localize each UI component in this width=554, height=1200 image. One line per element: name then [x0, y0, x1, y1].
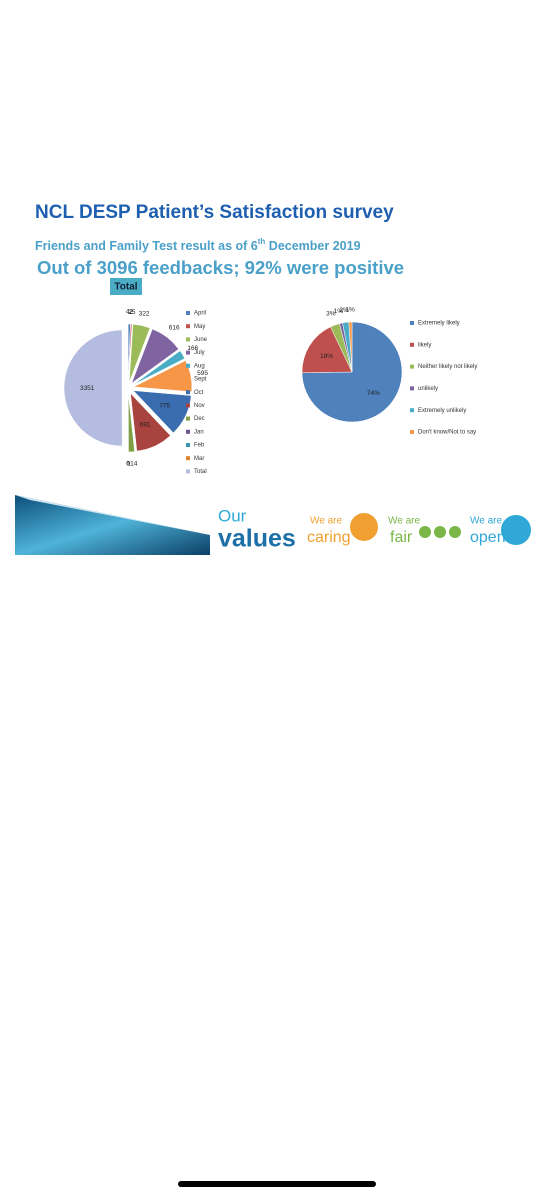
legend-label: Sept	[194, 377, 207, 383]
legend-label: Extremely likely	[418, 321, 460, 327]
data-label: 114	[127, 461, 138, 468]
data-label: 1%	[334, 308, 344, 315]
legend-swatch	[186, 416, 190, 421]
chart-title-box	[110, 278, 142, 295]
data-label: 0	[126, 461, 130, 468]
pie-slice	[128, 393, 135, 453]
subtitle-part: Friends and Family Test result as of 6	[35, 239, 258, 253]
banner-values: values	[218, 525, 296, 553]
subtitle-part: December 2019	[265, 239, 360, 253]
legend-label: unlikely	[418, 386, 438, 392]
banner-pre: We are	[388, 516, 420, 527]
banner-our: Our	[218, 506, 247, 525]
data-label: 25	[128, 309, 136, 316]
legend-swatch	[410, 321, 414, 325]
legend-label: Dec	[194, 416, 205, 422]
legend-label: Oct	[194, 390, 204, 396]
data-label: 322	[139, 310, 150, 317]
values-banner: Our values We are caring We are fair We …	[15, 495, 531, 555]
data-label: 42	[126, 309, 134, 316]
pie-slice	[301, 321, 403, 423]
banner-shape	[15, 495, 210, 555]
legend-label: Nov	[194, 403, 205, 409]
legend-label: Don't know/Not to say	[418, 430, 476, 436]
banner-pre: We are	[310, 516, 342, 527]
legend-swatch	[410, 386, 414, 391]
chart-title: Total	[114, 282, 137, 293]
legend-label: Jan	[194, 429, 204, 435]
data-label: 2%	[339, 307, 349, 314]
legend-label: likely	[418, 342, 431, 348]
legend-swatch	[186, 324, 190, 329]
legend-swatch	[186, 403, 190, 408]
legend-swatch	[410, 364, 414, 369]
legend-swatch	[186, 337, 190, 342]
banner-icon	[434, 526, 446, 538]
legend-label: Extremely unlikely	[418, 408, 466, 414]
banner-word: open	[470, 529, 506, 546]
subtitle-sup: th	[258, 237, 266, 246]
legend-label: April	[194, 311, 206, 317]
pie-slice	[132, 350, 186, 386]
pie-slice	[130, 392, 171, 452]
data-label: 1%	[345, 307, 355, 314]
data-label: 74%	[367, 390, 380, 397]
legend-swatch	[186, 469, 190, 474]
legend-swatch	[410, 408, 414, 413]
banner-icon	[501, 515, 531, 545]
legend-swatch	[186, 363, 190, 368]
pie-slice	[128, 323, 133, 383]
data-label: 166	[187, 345, 198, 352]
legend-label: Total	[194, 469, 207, 475]
legend-swatch	[186, 456, 190, 461]
legend-swatch	[410, 430, 414, 434]
data-label: 3%	[326, 310, 336, 317]
pie-slice	[132, 390, 192, 434]
banner-icon	[350, 513, 378, 541]
legend-swatch	[186, 443, 190, 447]
banner-icon	[449, 526, 461, 538]
data-label: 3351	[80, 385, 95, 392]
data-label: 18%	[320, 353, 333, 360]
pie-slice	[63, 329, 123, 447]
pie-slice	[301, 326, 353, 374]
headline: Out of 3096 feedbacks; 92% were positive	[37, 257, 404, 278]
legend-label: Mar	[194, 456, 204, 462]
pie-slice	[132, 360, 193, 393]
legend-swatch	[186, 311, 190, 315]
legend-swatch	[186, 429, 190, 434]
legend-swatch	[186, 377, 190, 381]
legend-label: July	[194, 350, 205, 356]
banner-word: fair	[390, 529, 413, 546]
legend-swatch	[186, 390, 190, 395]
legend-label: Aug	[194, 363, 205, 369]
data-label: 0	[126, 461, 130, 468]
data-label: 775	[159, 402, 170, 409]
home-indicator	[178, 1181, 376, 1187]
pie-slice	[348, 321, 353, 373]
slide-title: NCL DESP Patient’s Satisfaction survey	[35, 202, 394, 223]
data-label: 595	[197, 370, 208, 377]
pie-slice	[129, 323, 151, 383]
data-label: 691	[140, 422, 151, 429]
banner-word: caring	[307, 529, 351, 546]
banner-pre: We are	[470, 516, 502, 527]
data-label: 0	[126, 461, 130, 468]
legend-swatch	[410, 342, 414, 347]
legend-label: June	[194, 337, 208, 343]
banner-icon	[419, 526, 431, 538]
data-label: 616	[169, 324, 180, 331]
legend-label: Neither likely not likely	[418, 364, 477, 370]
legend-label: Feb	[194, 443, 205, 449]
slide-subtitle: Friends and Family Test result as of 6th…	[35, 237, 361, 253]
pie-slice	[131, 328, 179, 384]
legend-label: May	[194, 324, 205, 330]
banner-shape	[15, 495, 210, 535]
legend-swatch	[186, 350, 190, 355]
